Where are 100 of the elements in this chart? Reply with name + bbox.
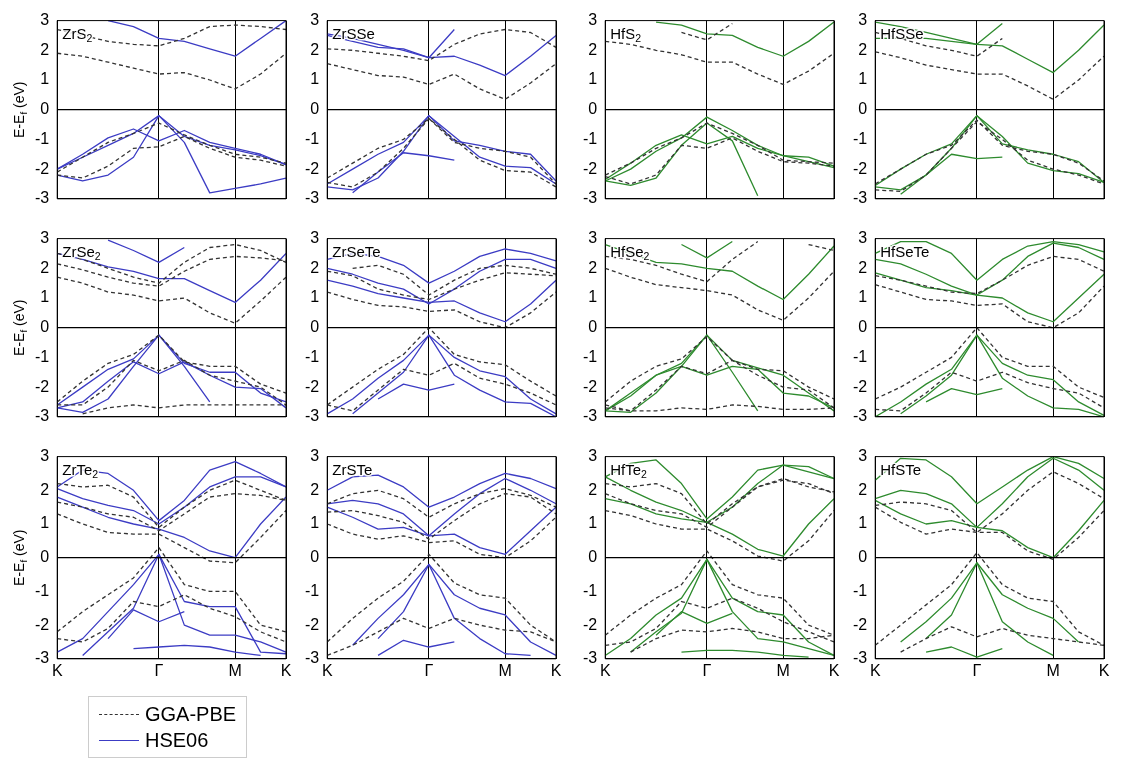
y-tick-label: 1 — [588, 70, 598, 88]
y-tick-label: 2 — [310, 40, 320, 58]
y-tick-label: 2 — [310, 258, 320, 276]
y-tick-label: 3 — [858, 229, 868, 247]
y-tick-label: 2 — [588, 258, 598, 276]
chart-title: ZrSSe — [332, 24, 375, 42]
y-tick-label: 3 — [858, 447, 868, 465]
y-tick-label: 0 — [310, 548, 320, 566]
y-tick-label: 1 — [858, 288, 868, 306]
y-tick-label: 0 — [40, 318, 50, 336]
y-axis-title: E-Ef (eV) — [10, 529, 29, 586]
y-tick-label: -3 — [852, 649, 868, 667]
x-tick-label: Γ — [154, 661, 164, 679]
y-tick-label: 1 — [40, 514, 50, 532]
y-tick-label: 2 — [858, 258, 868, 276]
y-tick-label: 0 — [310, 100, 320, 118]
y-tick-label: -3 — [34, 649, 50, 667]
x-tick-label: Γ — [972, 661, 982, 679]
y-tick-label: -3 — [852, 407, 868, 425]
y-tick-label: -3 — [582, 407, 598, 425]
y-tick-label: 1 — [310, 70, 320, 88]
y-tick-label: 2 — [310, 480, 320, 498]
y-tick-label: -1 — [34, 347, 50, 365]
y-tick-label: 0 — [40, 100, 50, 118]
x-tick-label: K — [869, 661, 881, 679]
y-tick-label: -3 — [852, 189, 868, 207]
x-tick-label: K — [1098, 661, 1110, 679]
y-tick-label: -2 — [852, 377, 868, 395]
y-tick-label: 3 — [588, 11, 598, 29]
y-tick-label: 3 — [40, 229, 50, 247]
y-tick-label: -2 — [852, 159, 868, 177]
y-tick-label: 1 — [40, 288, 50, 306]
y-tick-label: -1 — [852, 129, 868, 147]
y-tick-label: -1 — [34, 581, 50, 599]
y-tick-label: 3 — [310, 447, 320, 465]
y-tick-label: 0 — [588, 318, 598, 336]
y-tick-label: -2 — [852, 615, 868, 633]
y-tick-label: -3 — [304, 189, 320, 207]
y-tick-label: -1 — [304, 581, 320, 599]
y-tick-label: -1 — [304, 129, 320, 147]
y-tick-label: 1 — [588, 514, 598, 532]
y-tick-label: -1 — [304, 347, 320, 365]
y-axis-title: E-Ef (eV) — [10, 299, 29, 356]
y-tick-label: -1 — [852, 581, 868, 599]
y-tick-label: 0 — [40, 548, 50, 566]
y-tick-label: 1 — [40, 70, 50, 88]
y-tick-label: 1 — [588, 288, 598, 306]
y-tick-label: -1 — [582, 129, 598, 147]
y-tick-label: -3 — [582, 189, 598, 207]
y-tick-label: 2 — [40, 258, 50, 276]
y-tick-label: -3 — [304, 649, 320, 667]
y-tick-label: -2 — [304, 615, 320, 633]
chart-title: ZrSTe — [332, 460, 373, 478]
y-tick-label: 3 — [40, 447, 50, 465]
x-tick-label: K — [550, 661, 562, 679]
y-tick-label: 1 — [858, 514, 868, 532]
y-tick-label: 3 — [40, 11, 50, 29]
y-tick-label: 3 — [588, 447, 598, 465]
y-tick-label: -2 — [34, 615, 50, 633]
y-tick-label: 2 — [40, 40, 50, 58]
y-tick-label: -2 — [34, 159, 50, 177]
x-tick-label: M — [776, 661, 790, 679]
y-tick-label: 0 — [858, 548, 868, 566]
y-tick-label: 0 — [858, 100, 868, 118]
y-tick-label: 0 — [588, 548, 598, 566]
y-tick-label: -3 — [34, 407, 50, 425]
y-tick-label: 3 — [858, 11, 868, 29]
y-tick-label: -2 — [582, 377, 598, 395]
y-tick-label: 3 — [310, 11, 320, 29]
x-tick-label: K — [828, 661, 840, 679]
y-tick-label: 1 — [858, 70, 868, 88]
legend-label: HSE06 — [145, 728, 209, 752]
chart-title: HfSSe — [880, 24, 924, 42]
y-tick-label: 2 — [858, 480, 868, 498]
legend-label: GGA-PBE — [145, 702, 237, 726]
y-tick-label: -2 — [34, 377, 50, 395]
x-tick-label: K — [280, 661, 292, 679]
y-tick-label: 2 — [588, 40, 598, 58]
x-tick-label: Γ — [702, 661, 712, 679]
x-tick-label: M — [498, 661, 512, 679]
y-tick-label: 2 — [858, 40, 868, 58]
y-tick-label: 2 — [40, 480, 50, 498]
x-tick-label: M — [1046, 661, 1060, 679]
y-tick-label: -2 — [582, 615, 598, 633]
x-tick-label: Γ — [424, 661, 434, 679]
chart-title: HfSeTe — [880, 242, 930, 260]
y-tick-label: -1 — [34, 129, 50, 147]
y-tick-label: 0 — [588, 100, 598, 118]
y-tick-label: -2 — [304, 159, 320, 177]
y-tick-label: -3 — [304, 407, 320, 425]
y-tick-label: -3 — [582, 649, 598, 667]
y-tick-label: 3 — [588, 229, 598, 247]
y-tick-label: 2 — [588, 480, 598, 498]
y-tick-label: -1 — [852, 347, 868, 365]
y-tick-label: 0 — [310, 318, 320, 336]
y-axis-title: E-Ef (eV) — [10, 81, 29, 138]
y-tick-label: 1 — [310, 288, 320, 306]
y-tick-label: -2 — [582, 159, 598, 177]
y-tick-label: 1 — [310, 514, 320, 532]
y-tick-label: -1 — [582, 581, 598, 599]
